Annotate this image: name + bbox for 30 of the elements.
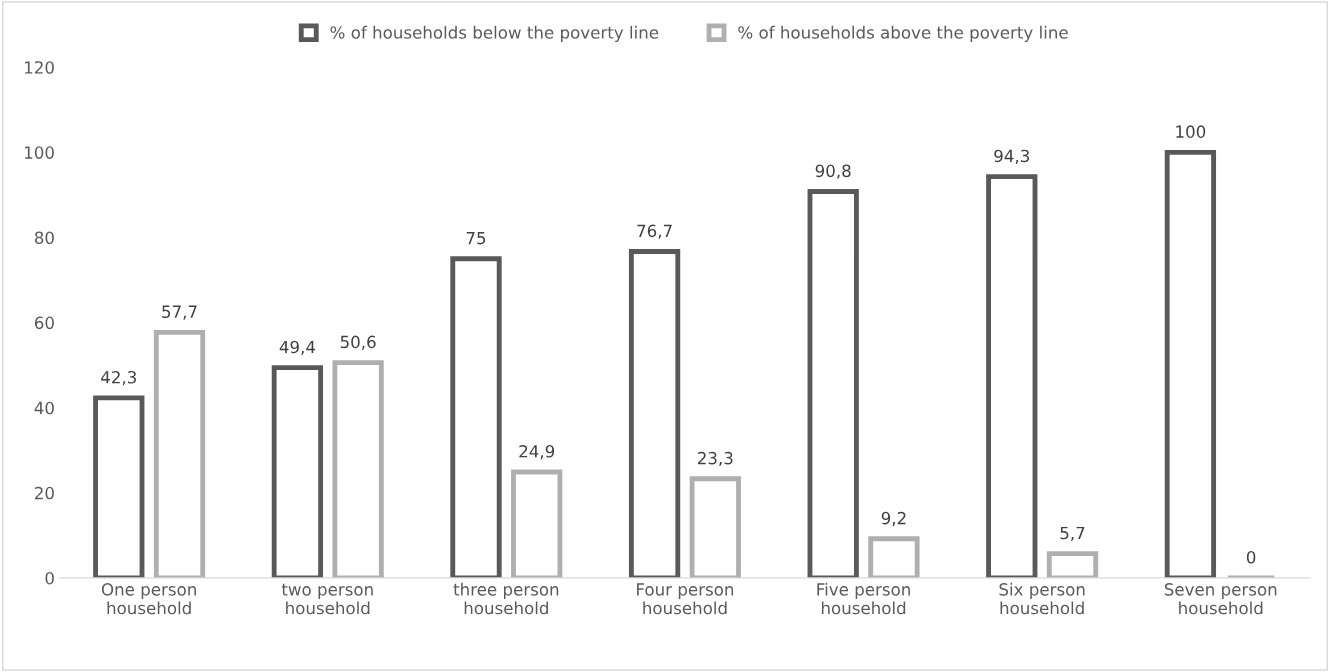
data-label: 75 bbox=[466, 231, 486, 245]
data-label: 57,7 bbox=[162, 305, 197, 320]
data-label: 100 bbox=[1176, 125, 1206, 138]
y-tick-label: 60 bbox=[34, 316, 54, 330]
data-label: 0 bbox=[1246, 550, 1256, 564]
data-label: 9,2 bbox=[881, 511, 906, 527]
y-tick-label: 20 bbox=[35, 486, 54, 500]
y-tick-label: 80 bbox=[34, 231, 54, 245]
x-tick-label: Four person household bbox=[637, 583, 734, 615]
data-label: 42,3 bbox=[101, 370, 137, 386]
y-tick-label: 120 bbox=[25, 61, 54, 74]
data-label: 24,9 bbox=[519, 445, 555, 460]
x-tick-label: Six person household bbox=[999, 582, 1085, 615]
legend-label: % of households below the poverty line bbox=[330, 25, 659, 42]
data-label: 76,7 bbox=[637, 224, 672, 239]
data-label: 49,4 bbox=[279, 340, 316, 356]
x-tick-label: Seven person household bbox=[1164, 583, 1277, 615]
legend-label: % of households above the poverty line bbox=[738, 25, 1068, 42]
data-label: 50,6 bbox=[340, 335, 376, 350]
y-tick-label: 40 bbox=[34, 401, 54, 415]
data-label: 94,3 bbox=[994, 149, 1030, 164]
x-tick-label: One person household bbox=[101, 583, 196, 615]
data-label: 5,7 bbox=[1060, 526, 1085, 542]
x-tick-label: two person household bbox=[281, 583, 373, 615]
y-tick-label: 0 bbox=[45, 571, 54, 585]
x-tick-label: Five person household bbox=[817, 582, 910, 615]
y-tick-label: 100 bbox=[25, 146, 54, 159]
x-tick-label: three person household bbox=[453, 582, 559, 615]
data-label: 90,8 bbox=[815, 164, 851, 179]
data-label: 23,3 bbox=[697, 451, 733, 467]
